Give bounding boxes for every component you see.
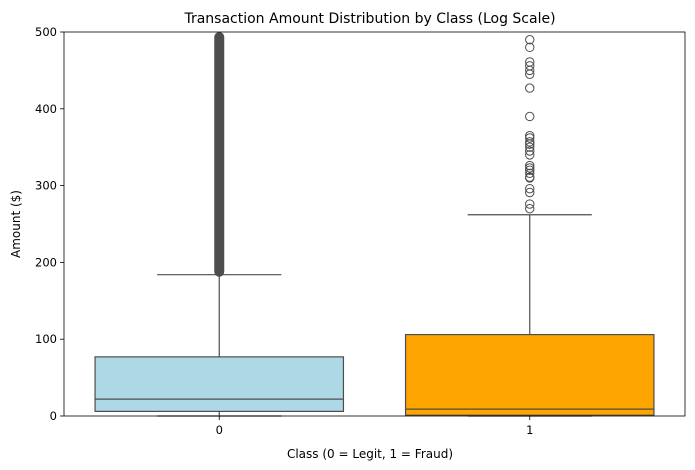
y-tick-label: 300 — [35, 179, 57, 193]
y-tick-label: 400 — [35, 102, 57, 116]
box-class-0 — [94, 356, 345, 412]
chart-title: Transaction Amount Distribution by Class… — [183, 11, 555, 27]
outlier-point — [525, 172, 535, 182]
y-tick-label: 200 — [35, 255, 57, 269]
outlier-point — [525, 168, 535, 179]
outlier-point — [525, 130, 535, 141]
outlier-point — [525, 187, 535, 198]
outlier-point — [525, 111, 535, 122]
outlier-point — [525, 163, 535, 173]
outlier-point — [525, 160, 535, 171]
outlier-point — [525, 34, 535, 45]
x-tick-label: 1 — [526, 423, 533, 437]
y-axis-label: Amount ($) — [9, 190, 23, 258]
plot-area: 0 100 200 300 400 500 0 1 — [35, 25, 686, 437]
outlier-point — [525, 142, 535, 152]
outlier-point — [525, 61, 535, 71]
outlier-point — [525, 137, 535, 147]
box-class-1 — [404, 333, 655, 416]
plot-frame — [63, 31, 686, 417]
y-tick-label: 100 — [35, 332, 57, 346]
outlier-point — [525, 57, 535, 67]
y-tick-label: 500 — [35, 25, 57, 39]
outlier-point — [525, 183, 535, 194]
outlier-point — [525, 203, 535, 214]
outlier-point — [525, 165, 535, 175]
outlier-point — [525, 42, 535, 53]
outlier-point — [525, 133, 535, 143]
y-tick-label: 0 — [50, 409, 57, 423]
outlier-point — [525, 150, 535, 160]
outlier-band — [214, 32, 225, 277]
x-tick-label: 0 — [216, 423, 223, 437]
outlier-point — [525, 146, 535, 156]
outlier-point — [525, 199, 535, 209]
outlier-point — [525, 83, 535, 93]
x-axis-label: Class (0 = Legit, 1 = Fraud) — [287, 447, 453, 461]
